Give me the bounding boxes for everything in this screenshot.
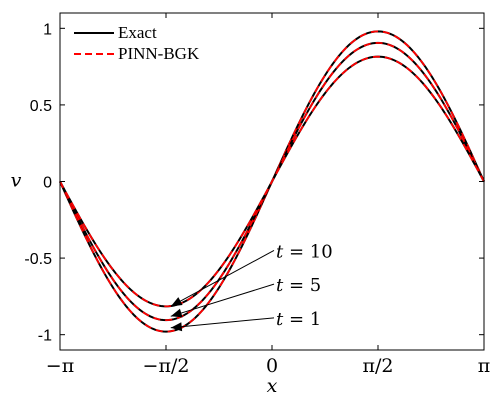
pinn-series-line-3 — [59, 55, 485, 308]
annotation-arrow-line-3 — [170, 317, 275, 329]
ticks-group: −π −π/2 0 π/2 π -1 -0.5 0 0.5 1 — [24, 13, 490, 377]
annotations: t = 10 t = 5 t = 1 — [170, 241, 333, 332]
annotation-arrowhead-2 — [170, 308, 183, 318]
x-tick-label-0: −π — [46, 355, 74, 377]
legend-label-1: Exact — [118, 23, 157, 42]
x-tick-label-4: π — [478, 355, 491, 377]
pinn-series-line-1 — [59, 30, 485, 333]
y-tick-label-1: -0.5 — [24, 251, 52, 268]
annotation-label-2: t = 5 — [276, 275, 321, 296]
curves-group — [59, 30, 485, 333]
x-tick-label-2: 0 — [266, 355, 278, 377]
y-tick-label-2: 0 — [43, 175, 52, 192]
annotation-arrow-line-1 — [170, 249, 275, 307]
annotation-arrowhead-3 — [170, 322, 183, 332]
y-axis-label: v — [11, 170, 22, 192]
y-tick-label-3: 0.5 — [30, 98, 52, 115]
x-tick-label-3: π/2 — [363, 355, 394, 377]
legend: Exact PINN-BGK — [74, 23, 200, 63]
legend-label-2: PINN-BGK — [118, 44, 200, 63]
annotation-label-3: t = 1 — [276, 309, 321, 330]
annotation-label-1: t = 10 — [276, 241, 333, 262]
y-tick-label-0: -1 — [38, 328, 52, 345]
x-tick-label-1: −π/2 — [143, 355, 190, 377]
y-tick-label-4: 1 — [43, 21, 52, 38]
x-axis-label: x — [267, 375, 278, 397]
annotation-arrowhead-1 — [170, 297, 183, 307]
annotation-arrow-line-2 — [170, 283, 275, 317]
